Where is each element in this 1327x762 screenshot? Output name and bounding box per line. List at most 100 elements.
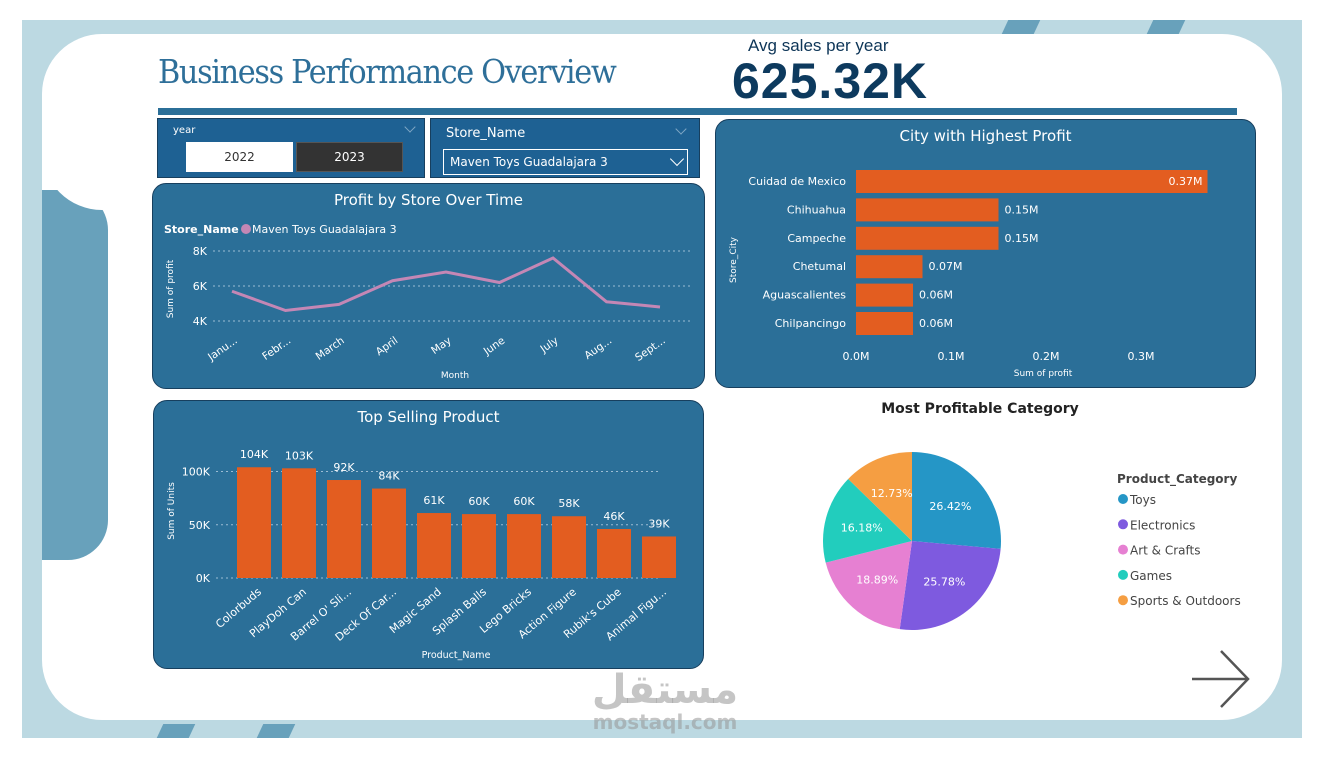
data-label: 60K [468, 495, 490, 508]
bar [856, 283, 913, 307]
legend-item: Art & Crafts [1130, 544, 1200, 558]
legend-marker [1118, 519, 1128, 530]
decor-stripe [1001, 20, 1041, 34]
legend-marker [1118, 595, 1128, 606]
decor-stripe [1146, 20, 1186, 34]
bar [856, 226, 999, 250]
year-option-2023[interactable]: 2023 [296, 142, 403, 172]
x-tick-label: 0.1M [938, 350, 965, 363]
y-tick-label: 0K [196, 572, 211, 585]
series-line [231, 256, 661, 313]
bar [856, 198, 999, 222]
bar [856, 170, 1208, 193]
data-label: 0.07M [929, 260, 963, 273]
x-tick-label: Janu... [205, 335, 240, 364]
pie-slice [825, 541, 912, 630]
legend-item: Sports & Outdoors [1130, 594, 1241, 608]
city-profit-chart-panel: City with Highest Profit Cuidad de Mexic… [715, 119, 1256, 388]
data-label: 0.06M [919, 289, 953, 302]
chevron-down-icon[interactable] [675, 123, 687, 135]
slice-label: 12.73% [871, 487, 913, 500]
slice-label: 18.89% [856, 574, 898, 587]
next-page-arrow-icon[interactable] [1190, 648, 1252, 710]
y-tick-label: Campeche [787, 232, 846, 245]
pie-slice [848, 452, 912, 541]
x-tick-label: Febr... [260, 335, 293, 363]
bar [327, 480, 361, 578]
y-axis-title: Sum of profit [166, 259, 176, 318]
page-title: Business Performance Overview [158, 52, 617, 91]
y-tick-label: 8K [193, 245, 208, 258]
decor-stripe [156, 724, 196, 738]
y-tick-label: Chihuahua [787, 203, 846, 216]
y-axis-title: Store_City [729, 236, 739, 283]
y-tick-label: 100K [182, 466, 211, 479]
chart-title: City with Highest Profit [899, 127, 1072, 145]
x-tick-label: July [538, 335, 561, 356]
legend-item: Maven Toys Guadalajara 3 [252, 223, 397, 236]
bar [282, 468, 316, 578]
x-tick-label: March [314, 335, 347, 363]
data-label: 0.37M [1169, 175, 1203, 188]
year-slicer[interactable]: year 2022 2023 [157, 118, 425, 178]
bar [642, 536, 676, 578]
x-tick-label: 0.3M [1128, 350, 1155, 363]
legend-title: Product_Category [1117, 472, 1237, 487]
chart-title: Top Selling Product [357, 408, 500, 426]
data-label: 104K [240, 448, 269, 461]
legend-item: Games [1130, 569, 1172, 583]
x-tick-label: June [481, 335, 507, 359]
data-label: 58K [558, 497, 580, 510]
x-tick-label: 0.0M [843, 350, 870, 363]
store-dropdown[interactable]: Maven Toys Guadalajara 3 [443, 149, 688, 175]
data-label: 0.06M [919, 317, 953, 330]
legend-item: Electronics [1130, 518, 1195, 532]
x-tick-label: 0.2M [1033, 350, 1060, 363]
bar [462, 514, 496, 578]
bar [552, 516, 586, 578]
year-slicer-label: year [173, 125, 196, 136]
data-label: 39K [648, 517, 670, 530]
chart-title: Profit by Store Over Time [333, 191, 524, 209]
chevron-down-icon[interactable] [404, 121, 416, 133]
y-tick-label: Cuidad de Mexico [748, 175, 846, 188]
data-label: 61K [423, 494, 445, 507]
pie-chart-title: Most Profitable Category [881, 401, 1079, 417]
mostaql-watermark-logo: مستقل mostaql.com [591, 667, 739, 734]
y-tick-label: 4K [193, 315, 208, 328]
y-axis-title: Sum of Units [167, 482, 177, 540]
slice-label: 26.42% [929, 500, 971, 513]
legend-marker [241, 224, 251, 234]
pie-slice [912, 452, 1001, 549]
category-pie-chart: 26.42% Toys 25.78% Electronics 18.89% Art & C… [823, 452, 1241, 630]
y-tick-label: 6K [193, 280, 208, 293]
x-axis-title: Sum of profit [1014, 369, 1073, 379]
x-tick-label: Aug... [582, 335, 614, 362]
decor-shape [42, 150, 108, 560]
bar [597, 529, 631, 578]
slice-label: 25.78% [923, 576, 965, 589]
bar [237, 467, 271, 578]
city-profit-chart: Cuidad de Mexico 0.37M Chihuahua 0.15M Campe… [729, 170, 1208, 379]
bar [856, 312, 913, 335]
legend-marker [1118, 494, 1128, 504]
store-slicer[interactable]: Store_Name Maven Toys Guadalajara 3 [430, 118, 700, 178]
y-tick-label: 50K [189, 519, 211, 532]
legend-marker [1118, 544, 1128, 555]
y-tick-label: Chilpancingo [775, 317, 847, 330]
legend-item: Toys [1129, 493, 1156, 507]
bar [417, 513, 451, 578]
chevron-down-icon[interactable] [669, 151, 685, 167]
profit-line-chart-panel: Profit by Store Over Time Store_Name Mave… [152, 183, 705, 389]
y-tick-label: Aguascalientes [763, 289, 847, 302]
x-tick-label: Sept... [633, 335, 668, 364]
pie-slice [823, 478, 912, 563]
x-axis-title: Month [441, 371, 469, 381]
x-tick-label: May [429, 335, 454, 357]
store-slicer-label: Store_Name [446, 126, 526, 141]
data-label: 0.15M [1005, 232, 1039, 245]
year-option-2022[interactable]: 2022 [186, 142, 293, 172]
title-divider [158, 108, 1237, 115]
profit-line-chart: Store_Name Maven Toys Guadalajara 3 4K 6K 8K… [164, 223, 691, 381]
